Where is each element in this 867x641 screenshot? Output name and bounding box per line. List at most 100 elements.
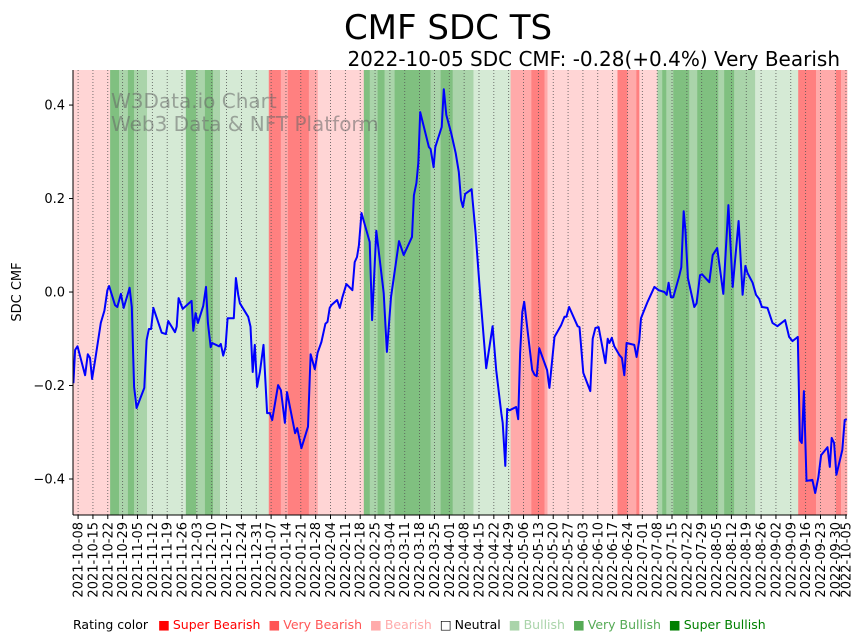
- rating-band-bearish: [317, 70, 365, 515]
- x-tick-label: 2022-03-18: [413, 522, 428, 598]
- x-tick-label: 2021-12-24: [235, 522, 250, 598]
- x-tick-label: 2021-12-31: [250, 522, 265, 598]
- x-tick-label: 2022-04-15: [472, 522, 487, 598]
- chart-subtitle: 2022-10-05 SDC CMF: -0.28(+0.4%) Very Be…: [347, 47, 840, 71]
- legend-item-very-bullish: ■ Very Bullish: [573, 617, 661, 632]
- legend-item-label: Super Bearish: [172, 617, 261, 632]
- y-tick-label: 0.4: [44, 99, 65, 114]
- x-tick-label: 2022-02-11: [339, 522, 354, 598]
- legend-swatch-icon: ■: [158, 617, 170, 632]
- legend-label: Rating color: [73, 617, 149, 632]
- legend-item-label: Very Bearish: [283, 617, 363, 632]
- x-tick-label: 2021-11-12: [146, 522, 161, 598]
- x-tick-label: 2021-12-10: [205, 522, 220, 598]
- watermark-line-2: Web3 Data & NFT Platform: [111, 112, 379, 136]
- x-tick-label: 2021-12-03: [190, 522, 205, 598]
- rating-band-very-bullish: [119, 70, 129, 515]
- x-axis-ticks: 2021-10-08 2021-10-15 2021-10-22 2021-10-29…: [72, 515, 854, 598]
- legend-item-label: Very Bullish: [587, 617, 661, 632]
- rating-band-very-bearish: [308, 70, 319, 515]
- y-tick-label: −0.2: [33, 379, 65, 394]
- rating-band-super-bullish: [697, 70, 719, 515]
- rating-band-super-bearish: [617, 70, 628, 515]
- legend: Rating color ■ Super Bearish ■ Very Bearish…: [73, 617, 774, 632]
- legend-item-very-bearish: ■ Very Bearish: [268, 617, 362, 632]
- legend-item-super-bearish: ■ Super Bearish: [158, 617, 260, 632]
- x-tick-label: 2022-09-09: [784, 522, 799, 598]
- x-tick-label: 2022-08-12: [725, 522, 740, 598]
- x-tick-label: 2022-01-21: [294, 522, 309, 598]
- rating-band-super-bullish: [204, 70, 214, 515]
- x-tick-label: 2022-06-17: [606, 522, 621, 598]
- rating-band-super-bullish: [440, 70, 453, 515]
- x-tick-label: 2022-05-20: [547, 522, 562, 598]
- rating-band-very-bearish: [627, 70, 637, 515]
- y-tick-label: −0.4: [33, 473, 65, 488]
- y-tick-label: 0.2: [44, 192, 65, 207]
- y-axis-ticks: −0.4 −0.2 0.0 0.2 0.4: [33, 99, 73, 488]
- x-tick-label: 2022-07-08: [651, 522, 666, 598]
- rating-band-super-bearish: [287, 70, 310, 515]
- x-tick-label: 2022-02-25: [369, 522, 384, 598]
- legend-item-label: Bullish: [523, 617, 565, 632]
- x-tick-label: 2021-11-05: [131, 522, 146, 598]
- x-tick-label: 2022-09-30: [829, 522, 844, 598]
- rating-band-super-bearish: [835, 70, 842, 515]
- x-tick-label: 2022-02-18: [354, 522, 369, 598]
- rating-band-bearish: [73, 70, 111, 515]
- legend-swatch-icon: ■: [370, 617, 382, 632]
- chart-title: CMF SDC TS: [344, 8, 552, 48]
- rating-band-bullish: [147, 70, 187, 515]
- x-tick-label: 2022-04-29: [502, 522, 517, 598]
- x-tick-label: 2022-07-22: [680, 522, 695, 598]
- legend-swatch-icon: ■: [668, 617, 681, 632]
- x-tick-label: 2021-10-08: [72, 522, 87, 598]
- x-tick-label: 2022-01-14: [279, 522, 294, 598]
- legend-items: ■ Super Bearish ■ Very Bearish ■ Bearish □ Neut…: [158, 617, 774, 632]
- x-tick-label: 2022-01-28: [309, 522, 324, 598]
- rating-band-super-bullish: [377, 70, 385, 515]
- x-tick-label: 2022-09-23: [814, 522, 829, 598]
- x-tick-label: 2022-08-26: [755, 522, 770, 598]
- legend-swatch-icon: □: [439, 617, 452, 632]
- x-tick-label: 2022-06-10: [591, 522, 606, 598]
- x-tick-label: 2021-11-19: [161, 522, 176, 598]
- rating-band-very-bullish: [430, 70, 441, 515]
- y-axis-label: SDC CMF: [10, 262, 25, 321]
- rating-band-very-bearish: [841, 70, 848, 515]
- watermark: W3Data.io Chart Web3 Data & NFT Platform: [111, 89, 379, 136]
- cmf-line: [72, 88, 848, 494]
- x-tick-label: 2022-07-29: [695, 522, 710, 598]
- x-tick-label: 2022-06-03: [576, 522, 591, 598]
- rating-band-super-bearish: [268, 70, 282, 515]
- x-tick-label: 2022-01-07: [265, 522, 280, 598]
- rating-band-very-bearish: [544, 70, 548, 515]
- legend-item-super-bullish: ■ Super Bullish: [669, 617, 766, 632]
- rating-band-very-bullish: [196, 70, 206, 515]
- rating-band-super-bullish: [185, 70, 197, 515]
- x-tick-label: 2022-04-01: [443, 522, 458, 598]
- legend-item-label: Bearish: [384, 617, 432, 632]
- rating-band-very-bearish: [510, 70, 532, 515]
- rating-band-super-bullish: [363, 70, 371, 515]
- x-tick-label: 2022-04-08: [458, 522, 473, 598]
- rating-band-super-bearish: [636, 70, 640, 515]
- rating-band-super-bullish: [127, 70, 135, 515]
- rating-band-very-bullish: [718, 70, 725, 515]
- x-tick-label: 2022-03-04: [383, 522, 398, 598]
- watermark-line-1: W3Data.io Chart: [111, 89, 277, 113]
- legend-item-bearish: ■ Bearish: [370, 617, 432, 632]
- rating-band-very-bullish: [452, 70, 474, 515]
- legend-item-bullish: ■ Bullish: [509, 617, 565, 632]
- x-gridlines: [77, 70, 847, 515]
- rating-band-bullish: [219, 70, 270, 515]
- x-tick-label: 2022-07-01: [636, 522, 651, 598]
- legend-item-neutral: □ Neutral: [440, 617, 501, 632]
- legend-swatch-icon: ■: [572, 617, 585, 632]
- x-tick-label: 2022-06-24: [621, 522, 636, 598]
- rating-band-super-bullish: [394, 70, 431, 515]
- rating-band-very-bearish: [280, 70, 289, 515]
- rating-band-bearish: [639, 70, 658, 515]
- rating-band-super-bullish: [673, 70, 690, 515]
